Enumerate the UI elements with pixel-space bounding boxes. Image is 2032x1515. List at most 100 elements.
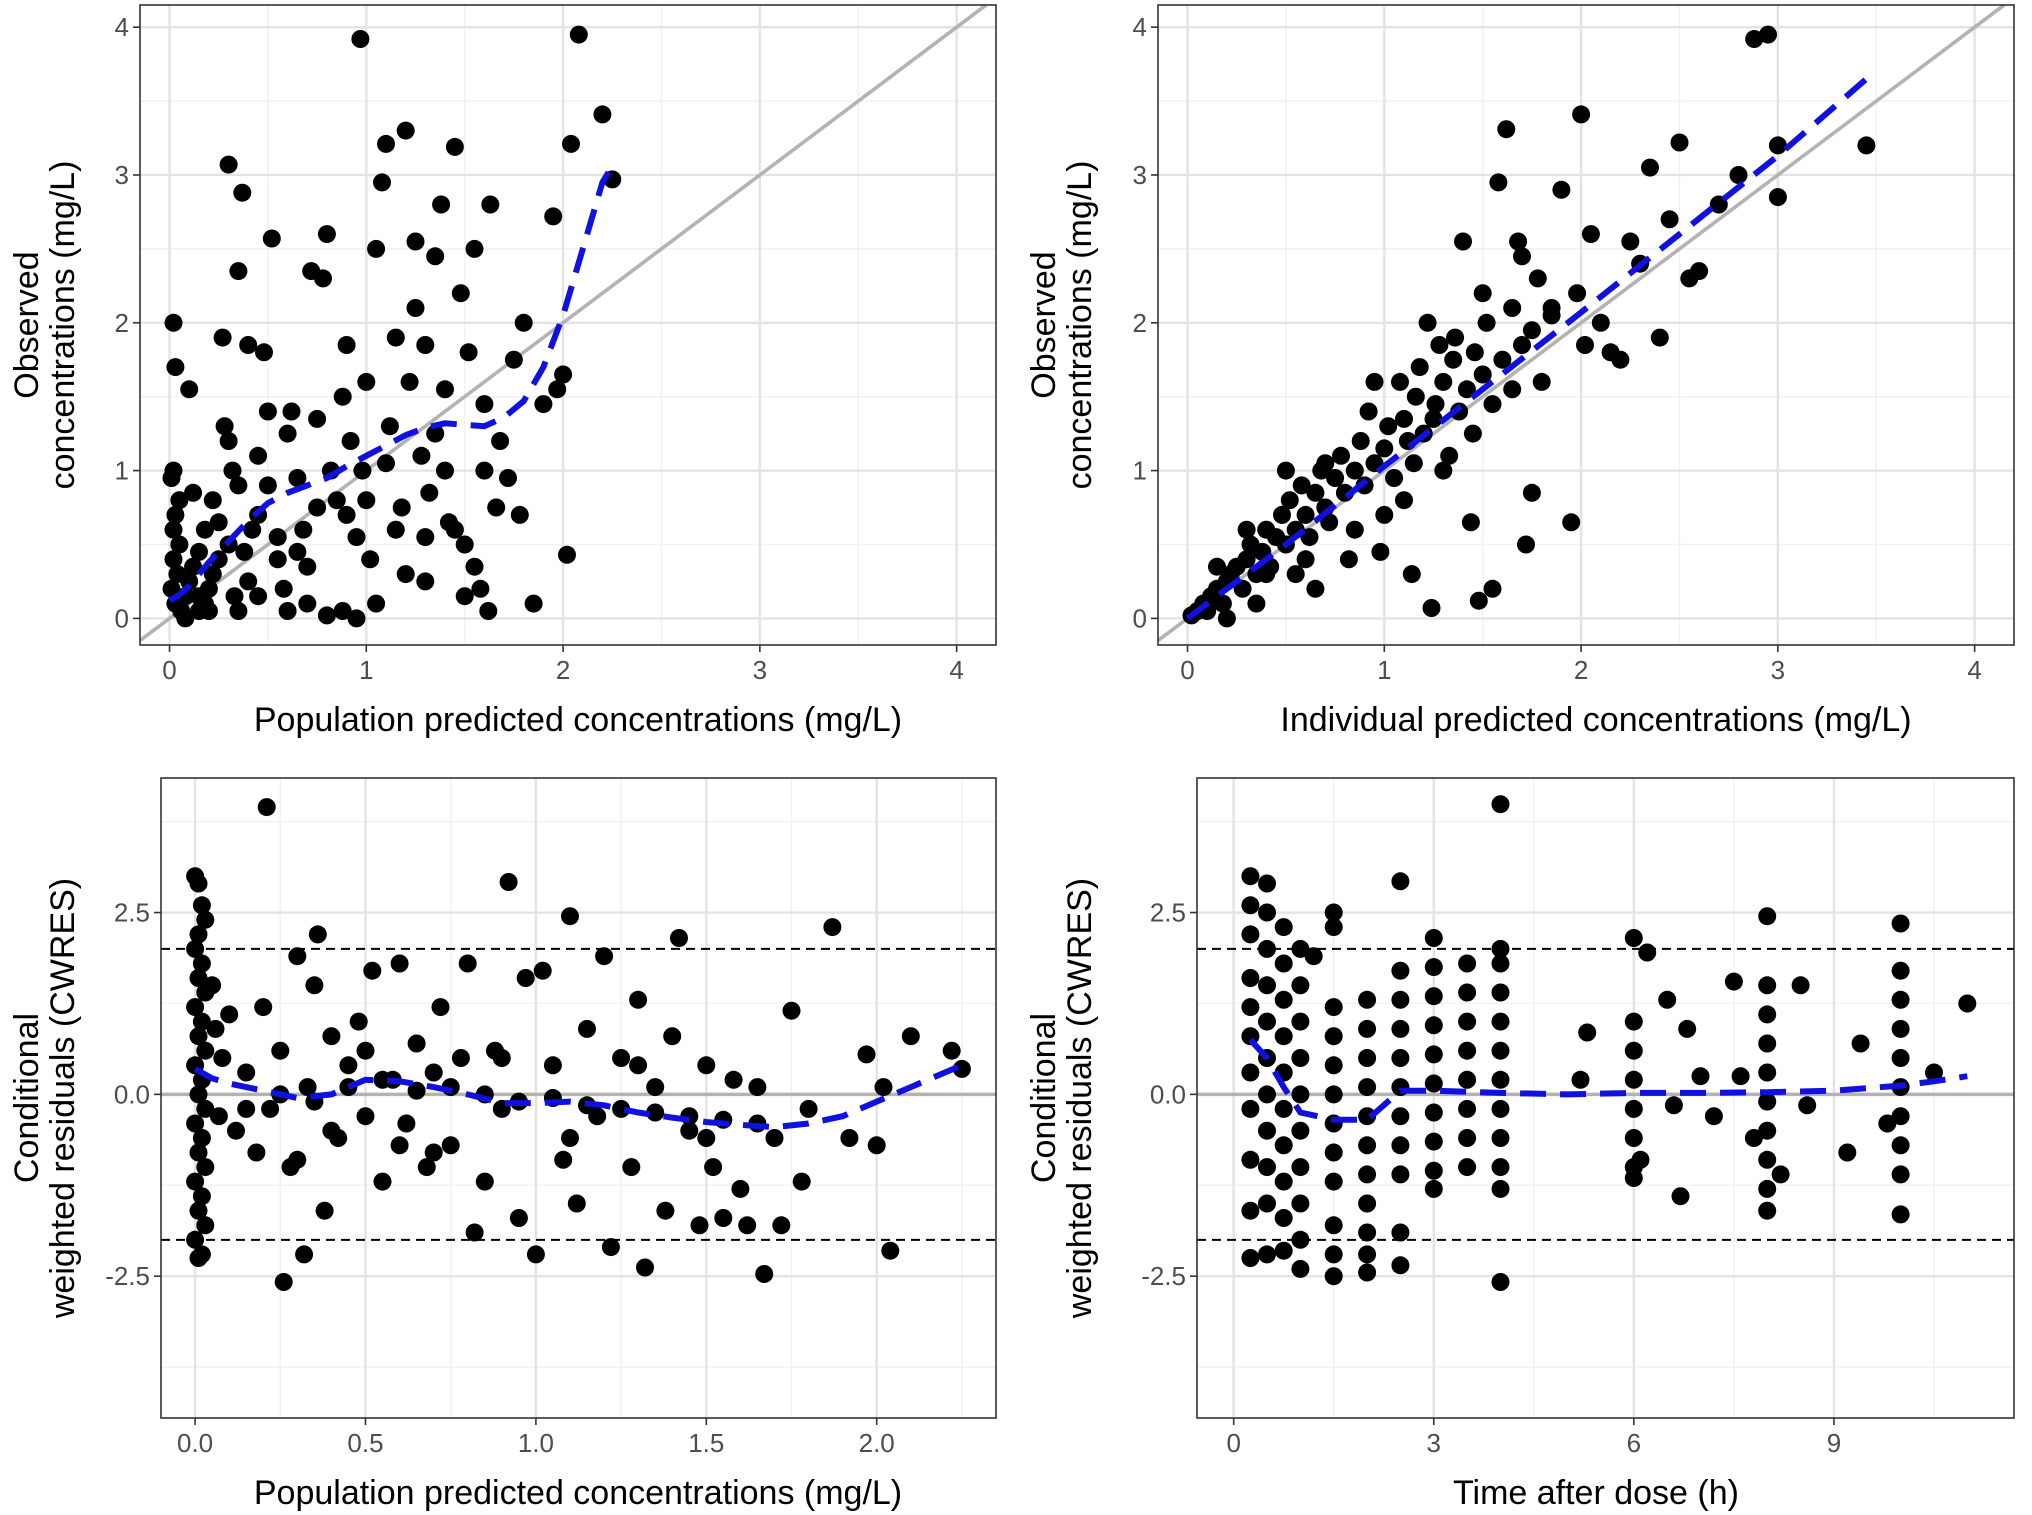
y-tick-label: -2.5 xyxy=(1141,1261,1186,1291)
data-point xyxy=(1670,133,1689,152)
data-point xyxy=(420,483,439,502)
data-point xyxy=(487,498,506,517)
data-point xyxy=(952,1059,971,1078)
data-point xyxy=(1208,557,1226,576)
data-point xyxy=(1758,1150,1777,1169)
data-point xyxy=(1503,299,1522,317)
data-point xyxy=(424,1143,443,1162)
data-point xyxy=(407,1034,426,1053)
data-point xyxy=(164,550,183,569)
data-point xyxy=(1410,358,1429,377)
data-point xyxy=(1552,180,1571,199)
data-point xyxy=(180,380,199,399)
data-point xyxy=(823,918,842,937)
y-axis-label-line1: Conditional xyxy=(1025,1013,1063,1183)
data-point xyxy=(1491,983,1510,1002)
data-point xyxy=(481,195,500,214)
y-tick-label: 3 xyxy=(1133,160,1147,190)
data-point xyxy=(1591,313,1610,332)
data-point xyxy=(901,1027,920,1046)
data-point xyxy=(840,1129,859,1147)
data-point xyxy=(1291,1085,1310,1104)
data-point xyxy=(1424,929,1443,947)
data-point xyxy=(213,328,232,347)
data-point xyxy=(646,1103,665,1122)
data-point xyxy=(1562,513,1581,532)
x-tick-label: 2 xyxy=(1574,655,1588,685)
data-point xyxy=(1324,1056,1343,1075)
data-point xyxy=(516,969,535,987)
data-point xyxy=(254,998,273,1017)
data-point xyxy=(351,30,370,48)
data-point xyxy=(192,1012,211,1031)
data-point xyxy=(1274,1027,1293,1046)
x-tick-label: 0 xyxy=(1226,1428,1240,1458)
data-point xyxy=(192,1129,211,1147)
data-point xyxy=(189,1085,208,1104)
y-tick-label: 2.5 xyxy=(114,898,150,928)
data-point xyxy=(1286,565,1305,584)
data-point xyxy=(1709,195,1728,214)
data-point xyxy=(1241,1201,1260,1220)
data-point xyxy=(305,976,324,995)
data-point xyxy=(1213,594,1232,613)
data-point xyxy=(1358,1136,1377,1155)
data-point xyxy=(333,602,352,620)
data-point xyxy=(554,1150,573,1169)
data-point xyxy=(1406,387,1425,406)
data-point xyxy=(417,1158,436,1177)
data-point xyxy=(1581,225,1600,244)
y-tick-label: 4 xyxy=(115,12,129,42)
data-point xyxy=(1241,925,1260,944)
data-point xyxy=(1509,232,1528,251)
data-point xyxy=(1424,1161,1443,1180)
data-point xyxy=(510,505,529,524)
panel-border xyxy=(1196,777,2015,1419)
data-point xyxy=(190,542,208,561)
data-point xyxy=(1291,1259,1310,1278)
data-point xyxy=(1274,1136,1293,1155)
data-point xyxy=(233,183,252,202)
data-point xyxy=(1758,1092,1777,1111)
data-point xyxy=(1217,609,1236,628)
data-point xyxy=(170,491,189,510)
data-point xyxy=(475,395,494,414)
data-point xyxy=(1745,30,1764,48)
data-point xyxy=(471,579,490,598)
data-point xyxy=(180,572,199,591)
data-point xyxy=(249,587,268,606)
data-point xyxy=(1758,1005,1777,1024)
data-point xyxy=(189,969,208,987)
data-point xyxy=(1434,461,1453,480)
data-point xyxy=(1422,599,1441,617)
data-point xyxy=(357,372,376,391)
data-point xyxy=(1391,372,1409,391)
data-point xyxy=(499,469,517,487)
x-tick-label: 4 xyxy=(1967,655,1981,685)
data-point xyxy=(1704,1107,1723,1126)
data-point xyxy=(1731,1067,1750,1086)
data-point xyxy=(432,195,451,214)
x-tick-label: 1.5 xyxy=(688,1428,724,1458)
data-point xyxy=(1424,1179,1443,1198)
data-point xyxy=(451,1049,470,1067)
data-point xyxy=(315,1201,334,1220)
data-point xyxy=(455,587,474,606)
data-point xyxy=(189,1027,208,1046)
data-point xyxy=(1758,1063,1777,1082)
data-point xyxy=(543,1056,562,1075)
data-point xyxy=(1624,1070,1643,1089)
data-point xyxy=(1258,1245,1276,1264)
y-axis-label-line1: Conditional xyxy=(8,1013,46,1183)
data-point xyxy=(298,557,317,576)
data-point xyxy=(416,572,435,591)
data-point xyxy=(636,1258,654,1277)
data-point xyxy=(1391,1165,1410,1184)
data-point xyxy=(772,1216,791,1235)
data-point xyxy=(874,1078,893,1097)
data-point xyxy=(308,498,327,517)
data-point xyxy=(294,520,313,539)
data-point xyxy=(288,1150,307,1169)
data-point xyxy=(1542,299,1561,317)
data-point xyxy=(195,520,214,539)
